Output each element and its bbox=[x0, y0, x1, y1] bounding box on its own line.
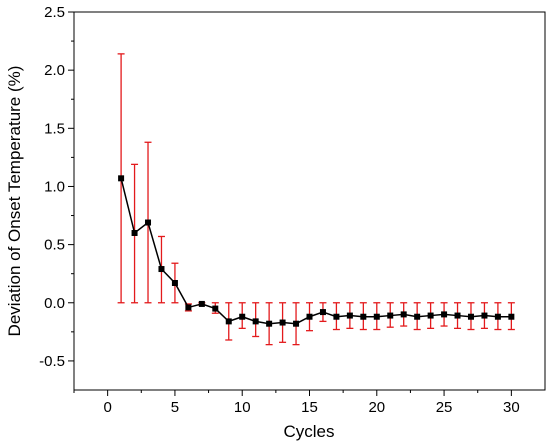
data-point bbox=[118, 175, 125, 182]
data-point bbox=[171, 279, 178, 286]
data-point bbox=[373, 313, 380, 320]
x-tick-label: 15 bbox=[301, 399, 318, 416]
y-tick-label: 1.0 bbox=[44, 178, 65, 195]
data-markers bbox=[118, 175, 515, 327]
data-point bbox=[387, 312, 394, 319]
x-axis-ticks: 0 5 10 15 20 25 30 bbox=[73, 390, 520, 416]
data-point bbox=[454, 312, 461, 319]
data-point bbox=[508, 313, 515, 320]
data-point bbox=[145, 219, 152, 226]
data-point bbox=[252, 318, 259, 325]
data-point bbox=[131, 229, 138, 236]
x-tick-label: 5 bbox=[171, 399, 179, 416]
data-point bbox=[158, 266, 165, 273]
x-tick-label: 20 bbox=[368, 399, 385, 416]
data-point bbox=[198, 300, 205, 307]
data-point bbox=[427, 312, 434, 319]
y-tick-label: 0.5 bbox=[44, 237, 65, 254]
error-bars bbox=[117, 53, 515, 346]
y-tick-label: 0.0 bbox=[44, 295, 65, 312]
y-tick-label: 1.5 bbox=[44, 120, 65, 137]
data-point bbox=[400, 311, 407, 318]
data-point bbox=[481, 312, 488, 319]
data-point bbox=[414, 313, 421, 320]
y-tick-label: 2.5 bbox=[44, 4, 65, 21]
x-axis-title: Cycles bbox=[283, 422, 334, 441]
y-tick-label: 2.0 bbox=[44, 62, 65, 79]
data-point bbox=[319, 309, 326, 316]
data-point bbox=[212, 305, 219, 312]
data-point bbox=[279, 319, 286, 326]
data-point bbox=[225, 318, 232, 325]
data-point bbox=[467, 313, 474, 320]
y-axis-title: Deviation of Onset Temperature (%) bbox=[5, 66, 24, 337]
data-point bbox=[441, 311, 448, 318]
data-point bbox=[266, 320, 273, 327]
y-tick-label: -0.5 bbox=[39, 353, 65, 370]
x-tick-label: 0 bbox=[103, 399, 111, 416]
x-tick-label: 25 bbox=[436, 399, 453, 416]
plot-frame bbox=[73, 11, 546, 391]
series-line bbox=[120, 178, 512, 325]
data-point bbox=[333, 313, 340, 320]
x-tick-label: 30 bbox=[503, 399, 520, 416]
data-point bbox=[346, 312, 353, 319]
data-point bbox=[185, 304, 192, 311]
data-point bbox=[306, 313, 313, 320]
x-tick-label: 10 bbox=[234, 399, 251, 416]
y-axis-ticks: -0.5 0.0 0.5 1.0 1.5 2.0 2.5 bbox=[39, 4, 74, 370]
data-point bbox=[239, 313, 246, 320]
data-point bbox=[494, 313, 501, 320]
data-point bbox=[293, 320, 300, 327]
data-point bbox=[360, 313, 367, 320]
